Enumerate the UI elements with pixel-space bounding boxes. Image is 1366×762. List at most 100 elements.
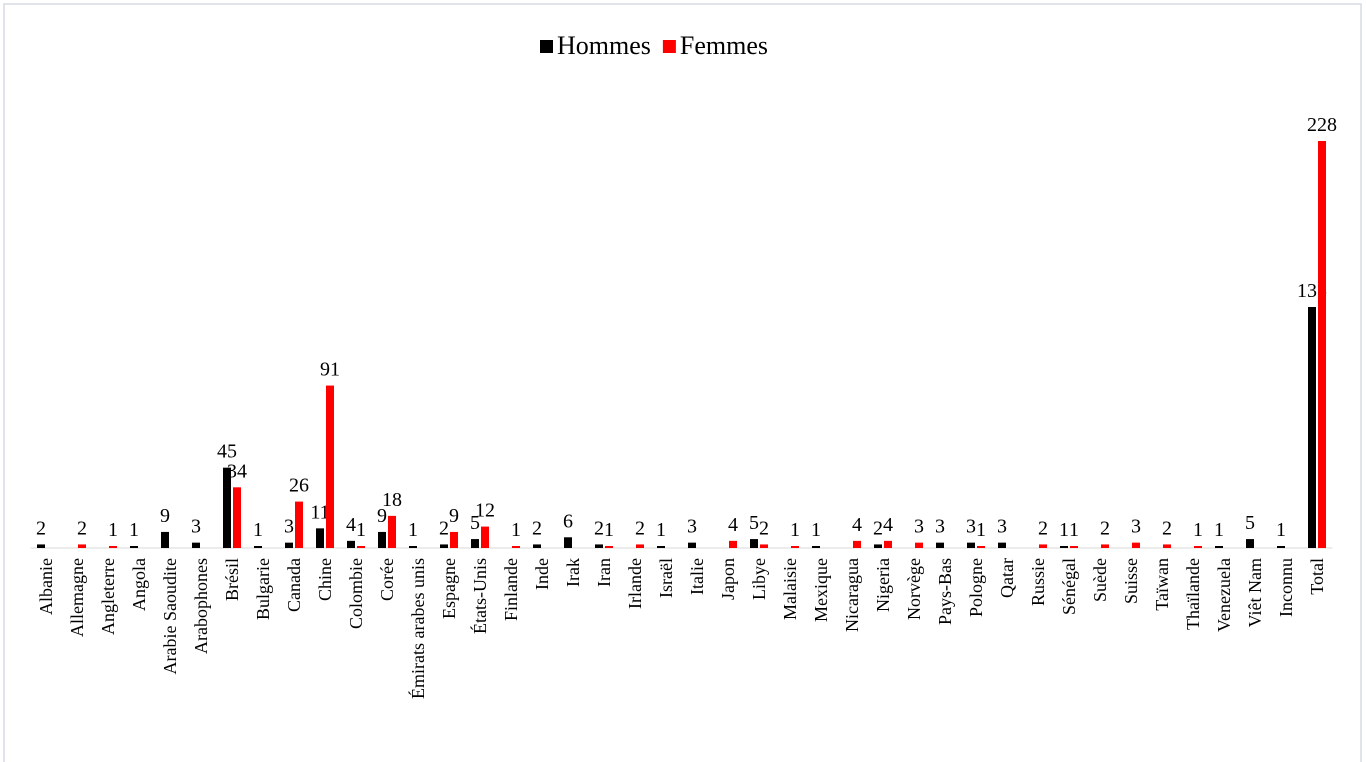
x-tick-label: Irak: [563, 558, 583, 587]
data-label: 34: [227, 460, 247, 482]
data-label: 3: [914, 516, 924, 538]
bar: [884, 540, 892, 548]
data-label: 6: [563, 510, 573, 532]
data-label: 4: [346, 514, 356, 536]
data-label: 3: [687, 516, 697, 538]
data-label: 2: [594, 517, 604, 539]
x-tick-label: Angleterre: [98, 558, 118, 635]
x-tick-label: Brésil: [222, 558, 242, 601]
data-label: 3: [997, 516, 1007, 538]
data-label: 45: [217, 441, 237, 463]
x-tick-label: Total: [1307, 558, 1327, 595]
x-tick-label: Russie: [1028, 558, 1048, 606]
bar: [729, 540, 737, 548]
bar: [1318, 141, 1326, 548]
bar: [1215, 546, 1223, 548]
data-label: 1: [604, 519, 614, 541]
bar: [109, 546, 117, 548]
data-label: 11: [310, 501, 329, 523]
data-label: 228: [1307, 114, 1337, 136]
bar: [233, 487, 241, 548]
bar: [357, 546, 365, 548]
x-tick-label: Pologne: [966, 558, 986, 617]
x-tick-label: Angola: [129, 558, 149, 611]
data-label: 1: [108, 519, 118, 541]
data-label: 1: [253, 519, 263, 541]
data-label: 3: [284, 516, 294, 538]
x-tick-label: Taïwan: [1152, 558, 1172, 611]
data-label: 9: [160, 505, 170, 527]
bar: [192, 542, 200, 548]
bar: [760, 544, 768, 548]
bar: [161, 531, 169, 548]
x-tick-label: Finlande: [501, 558, 521, 621]
bar: [791, 546, 799, 548]
x-tick-label: Canada: [284, 558, 304, 612]
bar: [254, 546, 262, 548]
bar: [750, 539, 758, 548]
x-tick-label: Italie: [687, 558, 707, 595]
x-tick-label: Albanie: [36, 558, 56, 615]
data-label: 5: [1245, 512, 1255, 534]
bar: [130, 546, 138, 548]
data-label: 5: [749, 512, 759, 534]
bar: [440, 544, 448, 548]
x-tick-label: Thaïlande: [1183, 558, 1203, 630]
bar: [471, 539, 479, 548]
x-tick-label: Colombie: [346, 558, 366, 629]
bar: [1277, 546, 1285, 548]
bar: [481, 526, 489, 548]
x-tick-label: Norvège: [904, 558, 924, 620]
x-tick-label: Israël: [656, 558, 676, 598]
bar: [977, 546, 985, 548]
bar: [533, 544, 541, 548]
data-label: 1: [1214, 519, 1224, 541]
bar: [1060, 546, 1068, 548]
bar: [409, 546, 417, 548]
data-label: 1: [790, 519, 800, 541]
data-label: 1: [811, 519, 821, 541]
x-tick-label: Espagne: [439, 558, 459, 619]
data-label: 1: [1059, 519, 1069, 541]
data-label: 4: [883, 514, 893, 536]
x-tick-label: Qatar: [997, 558, 1017, 598]
x-tick-label: Inde: [532, 558, 552, 590]
x-tick-label: Mexique: [811, 558, 831, 622]
data-label: 3: [191, 516, 201, 538]
bar: [1163, 544, 1171, 548]
bar: [1070, 546, 1078, 548]
bar: [915, 542, 923, 548]
bar: [326, 385, 334, 548]
bar: [1101, 544, 1109, 548]
bar: [1194, 546, 1202, 548]
x-tick-label: Sénégal: [1059, 558, 1079, 615]
bar: [295, 501, 303, 548]
data-label: 3: [966, 516, 976, 538]
x-tick-label: Japon: [718, 558, 738, 600]
data-label: 91: [320, 359, 340, 381]
x-tick-label: Irlande: [625, 558, 645, 609]
x-tick-label: Chine: [315, 558, 335, 601]
bar: [998, 542, 1006, 548]
data-label: 1: [408, 519, 418, 541]
bar: [936, 542, 944, 548]
bar: [688, 542, 696, 548]
data-label: 2: [36, 517, 46, 539]
bar: [388, 515, 396, 548]
data-label: 12: [475, 500, 495, 522]
bar: [223, 467, 231, 548]
bar: [636, 544, 644, 548]
legend-label: Femmes: [680, 31, 768, 60]
bar: [316, 528, 324, 548]
data-label: 2: [439, 517, 449, 539]
x-tick-label: Arabophones: [191, 558, 211, 654]
legend-swatch: [662, 40, 676, 53]
data-label: 1: [1276, 519, 1286, 541]
bar: [1039, 544, 1047, 548]
legend-label: Hommes: [557, 31, 651, 60]
bar: [512, 546, 520, 548]
bar: [1308, 307, 1316, 548]
data-label: 2: [635, 517, 645, 539]
bar: [812, 546, 820, 548]
